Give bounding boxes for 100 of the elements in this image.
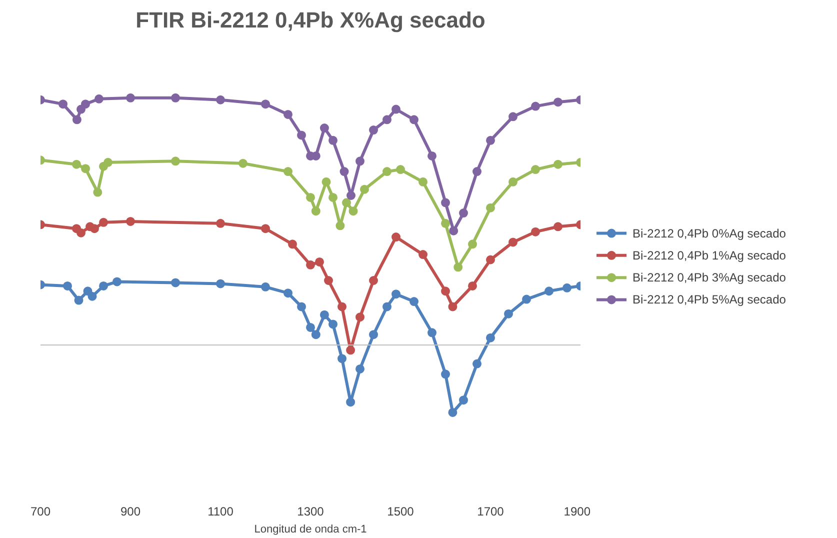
point [468, 281, 477, 290]
point [392, 232, 400, 242]
x-axis-title: Longitud de onda cm-1 [254, 524, 367, 536]
point [76, 228, 86, 238]
chart-title: FTIR Bi-2212 0,4Pb X%Ag secado [136, 8, 486, 32]
point [328, 320, 338, 329]
point [171, 278, 180, 288]
point [454, 262, 463, 272]
point [284, 167, 292, 176]
point [448, 302, 458, 312]
point [322, 177, 331, 186]
point [486, 203, 495, 212]
point [356, 364, 364, 374]
point [418, 177, 428, 186]
point [369, 330, 378, 340]
point [346, 346, 356, 355]
point [216, 279, 225, 288]
point [328, 136, 338, 145]
point [346, 191, 356, 200]
point [382, 115, 392, 124]
point [58, 100, 68, 109]
point [284, 110, 292, 119]
point [261, 224, 270, 234]
point [90, 224, 99, 234]
point [216, 218, 225, 228]
point [396, 165, 405, 174]
legend-label: Bi-2212 0,4Pb 1%Ag secado [632, 248, 786, 262]
point [171, 93, 180, 102]
legend-label: Bi-2212 0,4Pb 3%Ag secado [632, 270, 786, 285]
point [428, 328, 436, 338]
point [320, 124, 329, 133]
point [356, 156, 364, 166]
point [306, 260, 315, 270]
point [99, 218, 108, 227]
point [441, 286, 450, 296]
point [554, 98, 562, 107]
point [342, 198, 351, 208]
x-tick-label: 900 [120, 504, 141, 518]
point [336, 221, 345, 230]
point [72, 160, 81, 169]
point [88, 292, 97, 301]
point [261, 100, 270, 109]
point [428, 151, 436, 160]
point [472, 167, 482, 176]
point [459, 208, 468, 218]
point [360, 184, 369, 194]
point [369, 276, 378, 285]
point [320, 310, 329, 320]
point [410, 115, 418, 124]
point [531, 227, 540, 236]
x-tick-label: 1300 [297, 504, 324, 518]
point [72, 115, 82, 124]
point [238, 158, 248, 168]
point [508, 238, 518, 247]
point [306, 322, 315, 332]
point [531, 165, 540, 174]
point [544, 286, 554, 296]
point [448, 408, 458, 417]
point [369, 126, 378, 135]
point [94, 94, 104, 104]
point [554, 222, 562, 232]
point [328, 192, 338, 202]
x-tick-label: 1900 [564, 504, 591, 518]
point [81, 164, 90, 174]
point [284, 288, 292, 298]
point [261, 282, 270, 292]
point [346, 398, 356, 407]
point [441, 198, 450, 208]
point [486, 333, 495, 342]
point [93, 188, 102, 197]
point [63, 281, 72, 290]
point [112, 277, 122, 286]
point [99, 281, 108, 290]
x-tick-label: 1500 [387, 504, 414, 518]
point [418, 250, 428, 260]
point [171, 156, 180, 166]
point [356, 312, 364, 322]
point [392, 104, 400, 114]
point [486, 255, 495, 264]
point [311, 330, 320, 340]
point [74, 296, 84, 305]
point [348, 206, 358, 216]
point [297, 130, 306, 140]
point [410, 297, 418, 306]
point [392, 290, 400, 299]
point [486, 136, 495, 145]
point [382, 302, 392, 312]
x-tick-label: 700 [30, 504, 51, 518]
point [468, 240, 477, 249]
point [288, 240, 297, 249]
point [504, 309, 513, 318]
point [340, 167, 349, 176]
point [562, 283, 572, 292]
point [531, 102, 540, 111]
point [81, 100, 90, 109]
point [306, 192, 315, 202]
x-tick-label: 1100 [208, 504, 234, 518]
legend-label: Bi-2212 0,4Pb 5%Ag secado [632, 292, 786, 307]
point [459, 396, 468, 405]
point [126, 93, 135, 102]
